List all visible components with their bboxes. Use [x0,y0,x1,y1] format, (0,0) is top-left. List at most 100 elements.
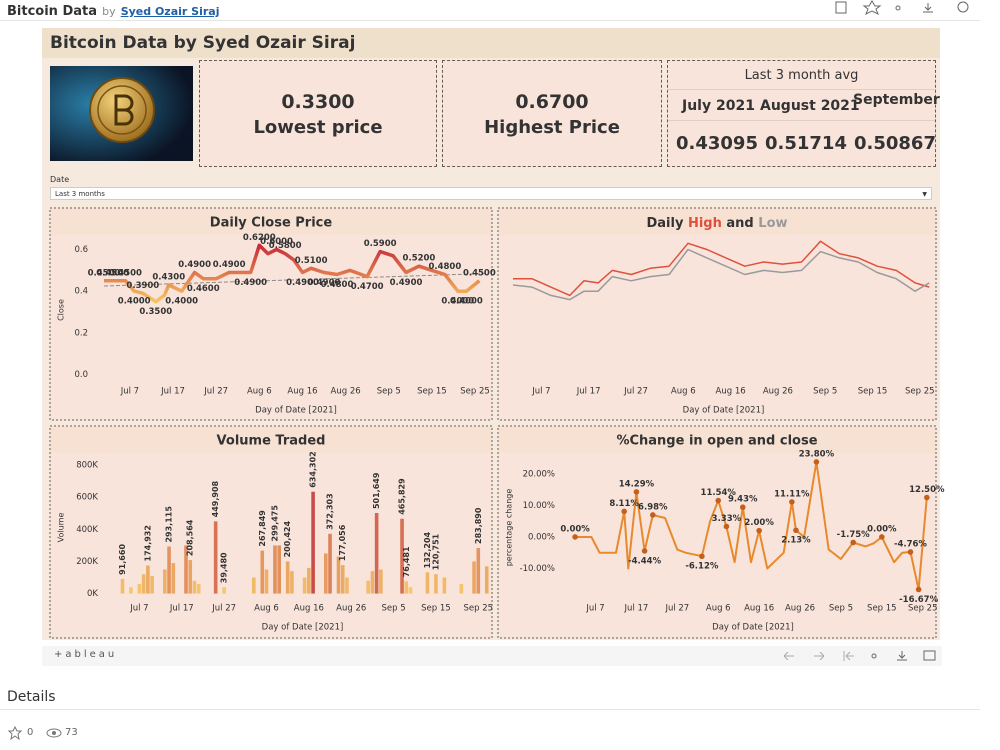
data-label: 12.50% [909,485,945,495]
data-label: 0.4900 [213,260,246,270]
data-label: 2.00% [744,518,774,528]
x-axis-title: Day of Date [2021] [683,406,765,416]
bar [345,577,349,594]
y-tick-label: 10.00% [523,501,555,511]
bar [184,545,188,594]
data-label: 39,480 [220,552,229,583]
marker [739,504,746,511]
dashboard-title-bar [42,28,940,58]
chart-title-part: Daily [646,216,683,231]
favorite-count: 0 [27,727,34,738]
data-label: 0.6000 [260,237,293,247]
x-tick-label: Jul 7 [531,387,550,397]
kpi-label: Highest Price [484,117,620,138]
x-tick-label: Sep 25 [905,387,935,397]
x-tick-label: Jul 27 [623,387,648,397]
data-label: 0.4500 [88,268,121,278]
avg-value: 0.51714 [765,133,847,154]
filter-label: Date [50,175,70,184]
y-tick-label: 0.0 [74,370,88,380]
bar [484,566,489,594]
tableau-logo[interactable]: +ableau [54,649,118,660]
x-axis-title: Day of Date [2021] [255,406,337,416]
share-icon[interactable] [895,5,901,11]
views-icon [46,728,62,738]
data-label: 465,829 [398,478,407,515]
x-tick-label: Aug 16 [744,604,774,614]
data-label: 177,056 [338,524,347,561]
x-tick-label: Jul 27 [203,387,228,397]
data-label: 0.4800 [321,280,354,290]
data-label: 0.4900 [286,278,319,288]
fullscreen-icon[interactable] [923,650,936,661]
data-label: 0.4600 [187,284,220,294]
bar [137,583,142,594]
data-label: 0.00% [867,524,897,534]
bar [302,577,307,594]
bar [273,545,277,594]
bar [459,583,464,594]
toolbar-icons [783,650,936,661]
view-count: 73 [65,727,78,738]
y-axis-title: percentage change [505,489,514,567]
x-tick-label: Sep 5 [377,387,401,397]
settings-icon[interactable] [957,1,969,13]
chart-title: %Change in open and close [616,434,817,449]
bar [188,560,193,594]
x-tick-label: Sep 15 [858,387,888,397]
x-tick-label: Sep 25 [460,387,490,397]
bar [192,580,197,594]
data-label: 120,751 [431,533,440,570]
y-tick-label: 0.6 [74,245,88,255]
share-icon[interactable] [871,653,877,659]
author-link[interactable]: Syed Ozair Siraj [120,5,220,18]
marker [572,534,578,540]
favorite-icon[interactable] [8,726,22,740]
data-label: 0.4900 [308,278,341,288]
panel-title-bar [51,427,491,453]
x-tick-label: Sep 25 [908,604,938,614]
y-axis-title: Close [57,299,66,321]
redo-icon[interactable] [814,651,825,661]
bar [150,575,154,594]
x-axis-title: Day of Date [2021] [262,623,344,633]
bar [260,550,265,594]
panel [497,425,937,639]
download-icon[interactable] [897,651,907,661]
data-label: 208,564 [186,519,195,556]
data-label: 0.5900 [364,239,397,249]
revert-icon[interactable] [843,651,854,661]
bar [472,561,476,594]
data-label: 0.00% [560,524,590,534]
bar [370,571,375,594]
data-label: 283,890 [474,507,483,544]
bar [311,491,315,594]
bar [171,563,176,594]
y-axis-title: Volume [57,513,66,543]
edit-icon[interactable] [835,1,847,14]
bar [408,587,413,594]
data-label: 200,424 [283,521,292,558]
data-label: 267,849 [258,510,267,547]
bar [167,546,171,594]
favorite-icon[interactable] [862,0,882,16]
undo-icon[interactable] [783,651,794,661]
chart-title-part: and [726,216,753,231]
y-tick-label: 0K [87,589,98,599]
bar [141,574,146,594]
avg-month: August 2021 [760,98,860,114]
x-tick-label: Sep 25 [464,604,494,614]
bar [374,513,379,594]
page-header: Bitcoin Data by Syed Ozair Siraj [7,0,220,19]
data-label: 0.4800 [428,262,461,272]
kpi-tile: 0.3300 Lowest price [199,60,437,167]
data-label: 0.4000 [450,297,483,307]
date-filter[interactable]: Last 3 months ▼ [50,187,932,200]
bar [340,565,345,594]
panel-title-bar [499,427,935,453]
bar [366,580,370,594]
kpi-value: 0.3300 [281,91,355,113]
download-icon[interactable] [923,3,933,13]
bar [120,578,125,594]
x-tick-label: Aug 16 [294,604,324,614]
